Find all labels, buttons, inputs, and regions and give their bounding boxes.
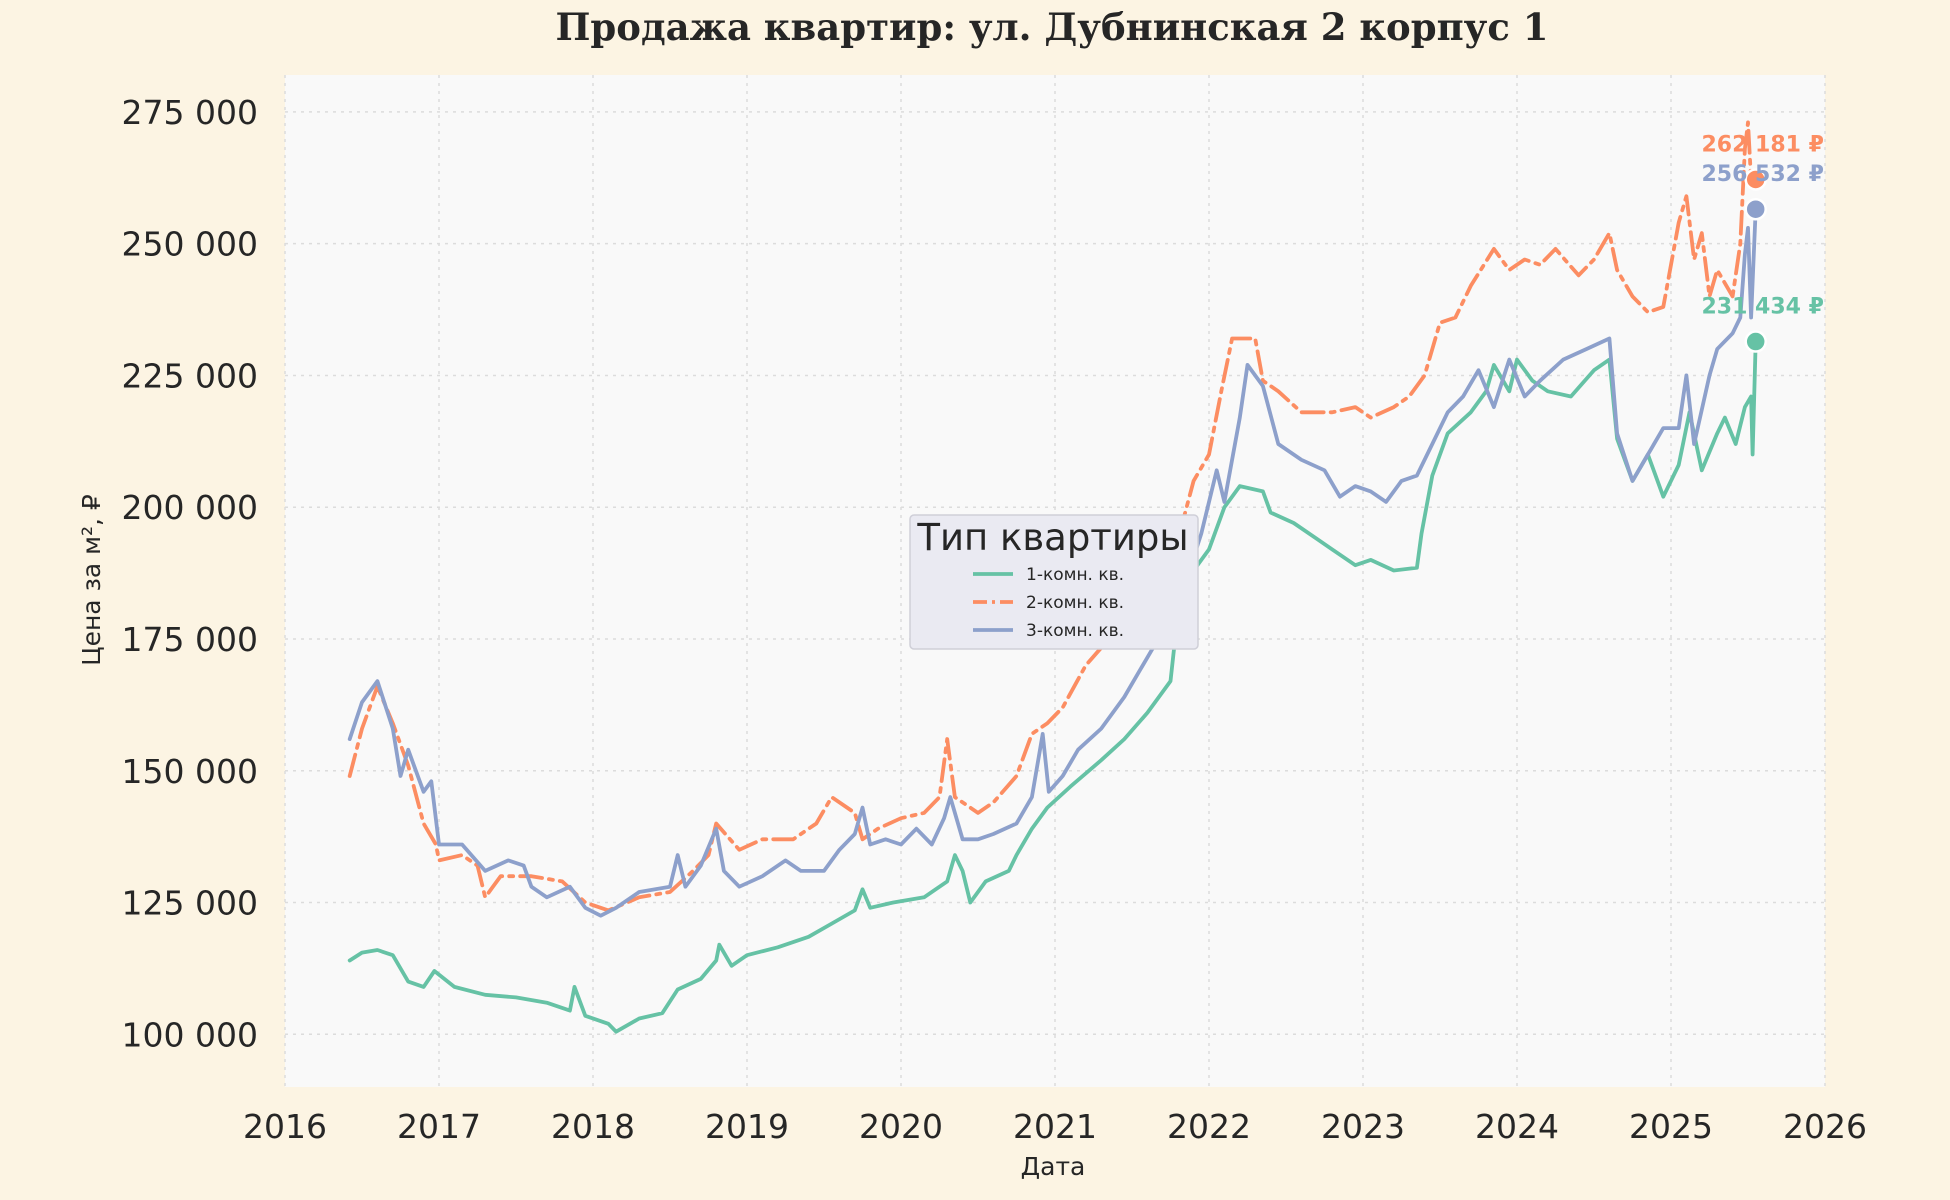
legend-entries: 1-комн. кв. 2-комн. кв. 3-комн. кв.	[973, 565, 1124, 641]
end-value-label: 262 181 ₽	[1701, 132, 1823, 157]
x-tick-label: 2020	[859, 1107, 943, 1146]
x-tick-label: 2026	[1783, 1107, 1867, 1146]
x-axis-ticks: 2016 2017 2018 2019 2020 2021 2022 2023 2024 2025…	[243, 1107, 1867, 1146]
x-tick-label: 2017	[397, 1107, 481, 1146]
end-value-label: 256 532 ₽	[1701, 162, 1823, 187]
end-point-marker	[1744, 168, 1767, 191]
x-tick-label: 2021	[1013, 1107, 1097, 1146]
y-tick-label: 150 000	[122, 752, 258, 791]
legend-box	[909, 514, 1199, 650]
x-axis-label: Дата	[1021, 1152, 1086, 1181]
legend-label: 2-комн. кв.	[1026, 593, 1124, 613]
x-tick-label: 2019	[705, 1107, 789, 1146]
x-tick-label: 2018	[551, 1107, 635, 1146]
legend-title: Тип квартиры	[916, 516, 1188, 559]
x-tick-label: 2024	[1475, 1107, 1559, 1146]
legend: Тип квартиры 1-комн. кв. 2-комн. кв. 3-ком…	[909, 514, 1199, 650]
x-tick-label: 2023	[1321, 1107, 1405, 1146]
end-point-marker	[1744, 330, 1767, 353]
end-point-marker	[1744, 197, 1767, 221]
legend-label: 3-комн. кв.	[1026, 621, 1124, 641]
y-tick-label: 100 000	[122, 1015, 258, 1054]
y-tick-label: 250 000	[122, 225, 258, 264]
y-tick-label: 125 000	[122, 884, 258, 923]
x-tick-label: 2025	[1629, 1107, 1713, 1146]
end-markers: 231 434 ₽ 262 181 ₽ 256 532 ₽	[1701, 132, 1824, 353]
series-line	[347, 207, 1758, 918]
series-line	[347, 339, 1758, 1034]
y-axis-ticks: 100 000 125 000 150 000 175 000 200 000 225 0…	[122, 93, 258, 1054]
y-tick-label: 225 000	[122, 356, 258, 395]
y-tick-label: 200 000	[122, 488, 258, 527]
y-tick-label: 275 000	[122, 93, 258, 132]
end-value-label: 231 434 ₽	[1701, 295, 1823, 320]
legend-label: 1-комн. кв.	[1026, 565, 1124, 585]
y-tick-label: 175 000	[122, 620, 258, 659]
x-tick-label: 2022	[1167, 1107, 1251, 1146]
x-tick-label: 2016	[243, 1107, 327, 1146]
chart-title: Продажа квартир: ул. Дубнинская 2 корпус…	[555, 5, 1548, 49]
y-axis-label: Цена за м², ₽	[77, 494, 106, 666]
